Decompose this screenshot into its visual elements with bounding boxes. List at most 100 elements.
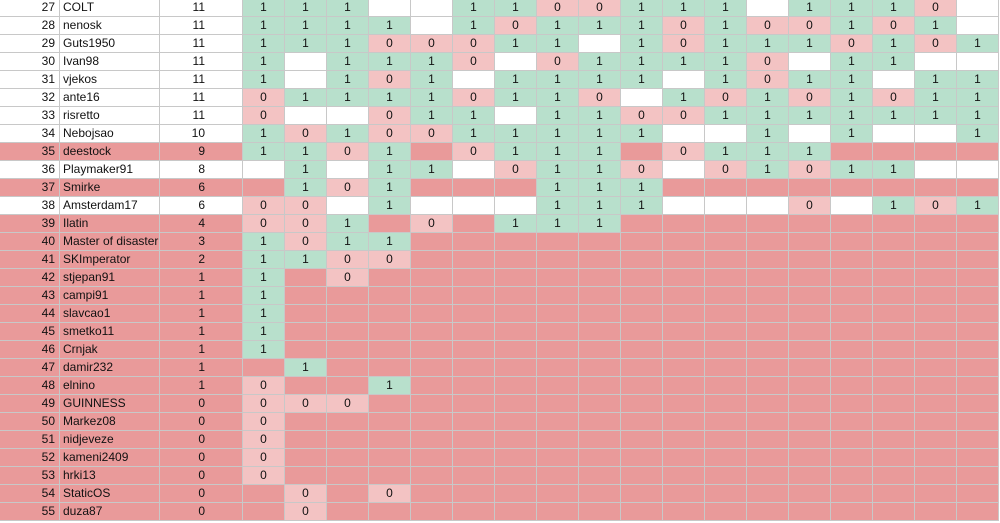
- pick-cell[interactable]: 1: [537, 215, 579, 233]
- pick-cell[interactable]: 1: [537, 161, 579, 179]
- pick-cell[interactable]: [747, 485, 789, 503]
- pick-cell[interactable]: 1: [285, 35, 327, 53]
- pick-cell[interactable]: 1: [537, 143, 579, 161]
- player-name-cell[interactable]: ante16: [60, 89, 160, 107]
- pick-cell[interactable]: [579, 485, 621, 503]
- pick-cell[interactable]: [831, 323, 873, 341]
- pick-cell[interactable]: 1: [243, 53, 285, 71]
- pick-cell[interactable]: [411, 395, 453, 413]
- pick-cell[interactable]: [537, 395, 579, 413]
- pick-cell[interactable]: [873, 305, 915, 323]
- pick-cell[interactable]: [747, 377, 789, 395]
- pick-cell[interactable]: 1: [915, 17, 957, 35]
- pick-cell[interactable]: [495, 107, 537, 125]
- pick-cell[interactable]: [663, 323, 705, 341]
- pick-cell[interactable]: [243, 485, 285, 503]
- pick-cell[interactable]: 1: [789, 107, 831, 125]
- points-cell[interactable]: 0: [160, 395, 243, 413]
- pick-cell[interactable]: 1: [621, 179, 663, 197]
- pick-cell[interactable]: [621, 215, 663, 233]
- pick-cell[interactable]: [327, 503, 369, 521]
- pick-cell[interactable]: 1: [537, 35, 579, 53]
- pick-cell[interactable]: [453, 233, 495, 251]
- rank-cell[interactable]: 53: [0, 467, 60, 485]
- pick-cell[interactable]: 1: [411, 161, 453, 179]
- points-cell[interactable]: 11: [160, 0, 243, 17]
- pick-cell[interactable]: [747, 215, 789, 233]
- pick-cell[interactable]: [369, 467, 411, 485]
- pick-cell[interactable]: 0: [243, 413, 285, 431]
- pick-cell[interactable]: [705, 215, 747, 233]
- pick-cell[interactable]: 1: [579, 161, 621, 179]
- pick-cell[interactable]: [411, 287, 453, 305]
- pick-cell[interactable]: [537, 341, 579, 359]
- player-name-cell[interactable]: SKImperator: [60, 251, 160, 269]
- pick-cell[interactable]: [915, 233, 957, 251]
- points-cell[interactable]: 11: [160, 71, 243, 89]
- pick-cell[interactable]: [915, 503, 957, 521]
- pick-cell[interactable]: [747, 287, 789, 305]
- pick-cell[interactable]: [495, 233, 537, 251]
- pick-cell[interactable]: 1: [243, 0, 285, 17]
- pick-cell[interactable]: [747, 503, 789, 521]
- pick-cell[interactable]: [327, 431, 369, 449]
- pick-cell[interactable]: [621, 377, 663, 395]
- pick-cell[interactable]: 1: [873, 0, 915, 17]
- rank-cell[interactable]: 51: [0, 431, 60, 449]
- pick-cell[interactable]: [453, 179, 495, 197]
- pick-cell[interactable]: 0: [789, 197, 831, 215]
- pick-cell[interactable]: [957, 485, 999, 503]
- pick-cell[interactable]: [285, 269, 327, 287]
- rank-cell[interactable]: 30: [0, 53, 60, 71]
- pick-cell[interactable]: [663, 287, 705, 305]
- pick-cell[interactable]: [831, 485, 873, 503]
- pick-cell[interactable]: [327, 287, 369, 305]
- pick-cell[interactable]: [453, 377, 495, 395]
- pick-cell[interactable]: [411, 467, 453, 485]
- pick-cell[interactable]: [831, 413, 873, 431]
- pick-cell[interactable]: [957, 413, 999, 431]
- pick-cell[interactable]: [621, 269, 663, 287]
- pick-cell[interactable]: [705, 269, 747, 287]
- pick-cell[interactable]: [621, 143, 663, 161]
- pick-cell[interactable]: 1: [705, 17, 747, 35]
- pick-cell[interactable]: 0: [243, 215, 285, 233]
- pick-cell[interactable]: [705, 341, 747, 359]
- pick-cell[interactable]: 0: [327, 179, 369, 197]
- pick-cell[interactable]: 1: [327, 215, 369, 233]
- pick-cell[interactable]: [495, 341, 537, 359]
- pick-cell[interactable]: [789, 287, 831, 305]
- pick-cell[interactable]: 1: [285, 359, 327, 377]
- pick-cell[interactable]: [663, 161, 705, 179]
- pick-cell[interactable]: [915, 53, 957, 71]
- pick-cell[interactable]: 1: [873, 197, 915, 215]
- pick-cell[interactable]: 1: [369, 233, 411, 251]
- pick-cell[interactable]: [579, 287, 621, 305]
- rank-cell[interactable]: 36: [0, 161, 60, 179]
- pick-cell[interactable]: [537, 305, 579, 323]
- pick-cell[interactable]: [327, 449, 369, 467]
- pick-cell[interactable]: [369, 359, 411, 377]
- pick-cell[interactable]: [621, 251, 663, 269]
- pick-cell[interactable]: 1: [747, 89, 789, 107]
- points-cell[interactable]: 1: [160, 341, 243, 359]
- pick-cell[interactable]: [663, 251, 705, 269]
- pick-cell[interactable]: 1: [243, 71, 285, 89]
- player-name-cell[interactable]: Smirke: [60, 179, 160, 197]
- pick-cell[interactable]: [663, 449, 705, 467]
- pick-cell[interactable]: 1: [873, 161, 915, 179]
- pick-cell[interactable]: [873, 485, 915, 503]
- pick-cell[interactable]: 1: [369, 143, 411, 161]
- pick-cell[interactable]: [453, 269, 495, 287]
- pick-cell[interactable]: [831, 359, 873, 377]
- player-name-cell[interactable]: Amsterdam17: [60, 197, 160, 215]
- points-cell[interactable]: 6: [160, 179, 243, 197]
- pick-cell[interactable]: 1: [831, 0, 873, 17]
- pick-cell[interactable]: [327, 197, 369, 215]
- pick-cell[interactable]: [705, 251, 747, 269]
- pick-cell[interactable]: [327, 107, 369, 125]
- pick-cell[interactable]: [537, 503, 579, 521]
- pick-cell[interactable]: 1: [579, 53, 621, 71]
- pick-cell[interactable]: [579, 467, 621, 485]
- rank-cell[interactable]: 31: [0, 71, 60, 89]
